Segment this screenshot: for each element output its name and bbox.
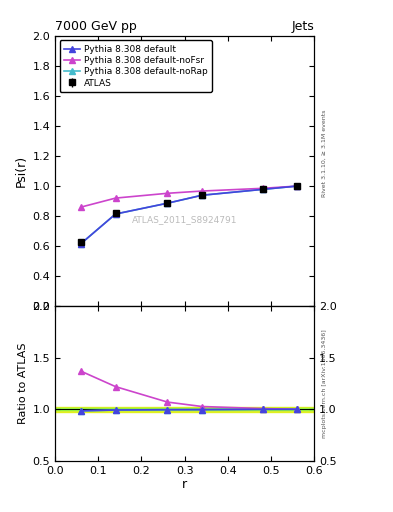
Pythia 8.308 default-noFsr: [295, 183, 299, 189]
Text: Jets: Jets: [292, 20, 314, 33]
Y-axis label: Psi(r): Psi(r): [15, 155, 28, 187]
Pythia 8.308 default: [79, 241, 83, 247]
Pythia 8.308 default-noRap: [165, 200, 170, 206]
Pythia 8.308 default-noRap: [260, 186, 265, 193]
Line: Pythia 8.308 default: Pythia 8.308 default: [78, 183, 300, 246]
Pythia 8.308 default: [260, 186, 265, 193]
Text: Rivet 3.1.10, ≥ 3.1M events: Rivet 3.1.10, ≥ 3.1M events: [322, 110, 327, 197]
Pythia 8.308 default-noRap: [79, 241, 83, 247]
Legend: Pythia 8.308 default, Pythia 8.308 default-noFsr, Pythia 8.308 default-noRap, AT: Pythia 8.308 default, Pythia 8.308 defau…: [59, 40, 212, 92]
Pythia 8.308 default-noFsr: [79, 204, 83, 210]
Line: Pythia 8.308 default-noRap: Pythia 8.308 default-noRap: [78, 183, 300, 246]
X-axis label: r: r: [182, 478, 187, 492]
Text: ATLAS_2011_S8924791: ATLAS_2011_S8924791: [132, 215, 237, 224]
Pythia 8.308 default-noRap: [113, 211, 118, 217]
Bar: [55, 407, 314, 412]
Pythia 8.308 default: [200, 192, 204, 198]
Pythia 8.308 default: [295, 183, 299, 189]
Pythia 8.308 default-noFsr: [200, 188, 204, 194]
Bar: [55, 408, 314, 410]
Pythia 8.308 default: [165, 200, 170, 206]
Text: mcplots.cern.ch [arXiv:1306.3436]: mcplots.cern.ch [arXiv:1306.3436]: [322, 330, 327, 438]
Pythia 8.308 default-noFsr: [260, 185, 265, 191]
Text: 7000 GeV pp: 7000 GeV pp: [55, 20, 137, 33]
Pythia 8.308 default: [113, 211, 118, 217]
Pythia 8.308 default-noRap: [200, 192, 204, 198]
Line: Pythia 8.308 default-noFsr: Pythia 8.308 default-noFsr: [78, 183, 300, 210]
Y-axis label: Ratio to ATLAS: Ratio to ATLAS: [18, 343, 28, 424]
Pythia 8.308 default-noFsr: [165, 190, 170, 197]
Pythia 8.308 default-noFsr: [113, 195, 118, 201]
Pythia 8.308 default-noRap: [295, 183, 299, 189]
